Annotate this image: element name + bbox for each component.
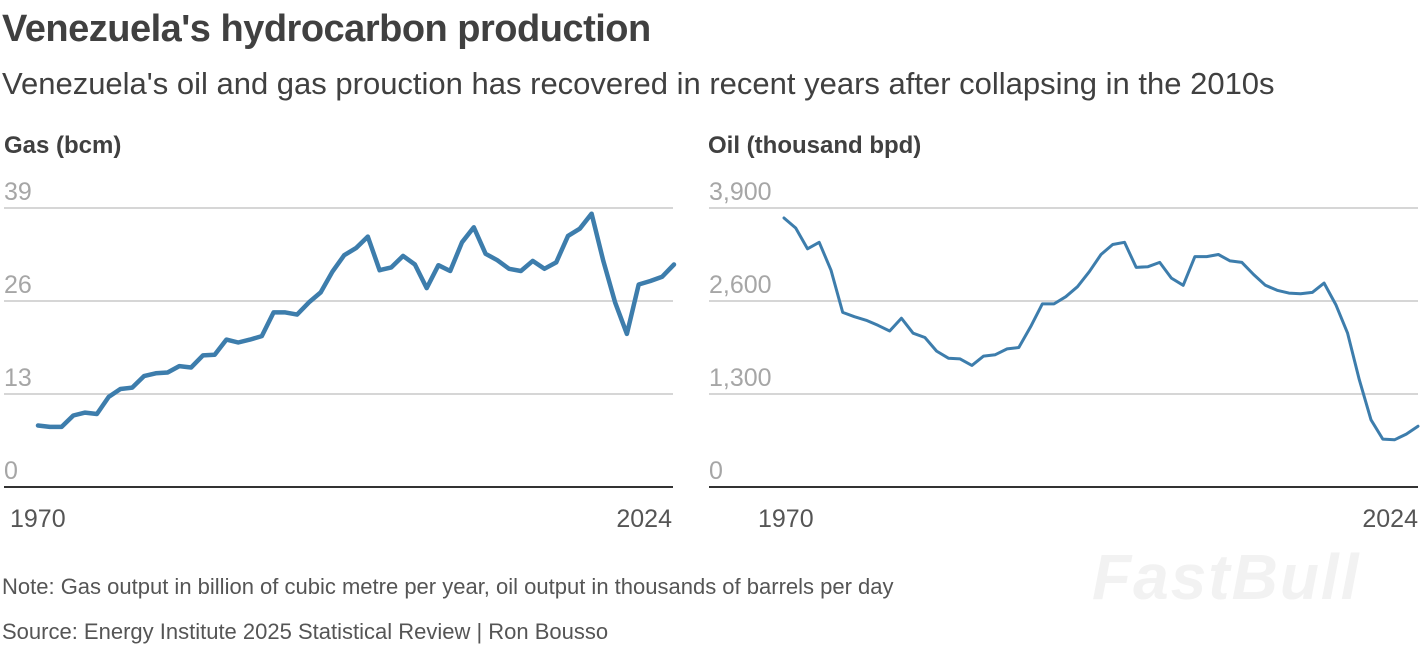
gas-series-line [35, 211, 677, 430]
gas-chart: Gas (bcm) 0 13 26 39 1970 2024 [0, 128, 680, 548]
oil-ytick-label: 1,300 [709, 364, 772, 392]
gas-ytick-label: 13 [4, 364, 32, 392]
oil-ytick-label: 0 [709, 457, 723, 485]
oil-ytick-label: 2,600 [709, 271, 772, 299]
gas-ytick-label: 26 [4, 271, 32, 299]
oil-chart: Oil (thousand bpd) 0 1,300 2,600 3,900 1970 2… [704, 128, 1420, 548]
oil-ytick-label: 3,900 [709, 178, 772, 206]
oil-xtick-label: 1970 [758, 505, 814, 533]
gas-ytick-label: 39 [4, 178, 32, 206]
chart-source: Source: Energy Institute 2025 Statistica… [2, 619, 609, 644]
oil-series-line [782, 216, 1420, 442]
gas-chart-title: Gas (bcm) [4, 132, 122, 159]
chart-note: Note: Gas output in billion of cubic met… [2, 574, 894, 599]
oil-chart-title: Oil (thousand bpd) [708, 132, 922, 159]
gas-xtick-label: 1970 [10, 505, 66, 533]
oil-xtick-label: 2024 [1362, 505, 1418, 533]
chart-subtitle: Venezuela's oil and gas prouction has re… [2, 66, 1275, 101]
gas-chart-plot: 0 13 26 39 1970 2024 [4, 178, 677, 533]
gas-xtick-label: 2024 [616, 505, 672, 533]
oil-chart-plot: 0 1,300 2,600 3,900 1970 2024 [709, 178, 1420, 533]
watermark-logo: FastBull [1092, 541, 1361, 613]
chart-title: Venezuela's hydrocarbon production [2, 8, 651, 50]
gas-ytick-label: 0 [4, 457, 18, 485]
